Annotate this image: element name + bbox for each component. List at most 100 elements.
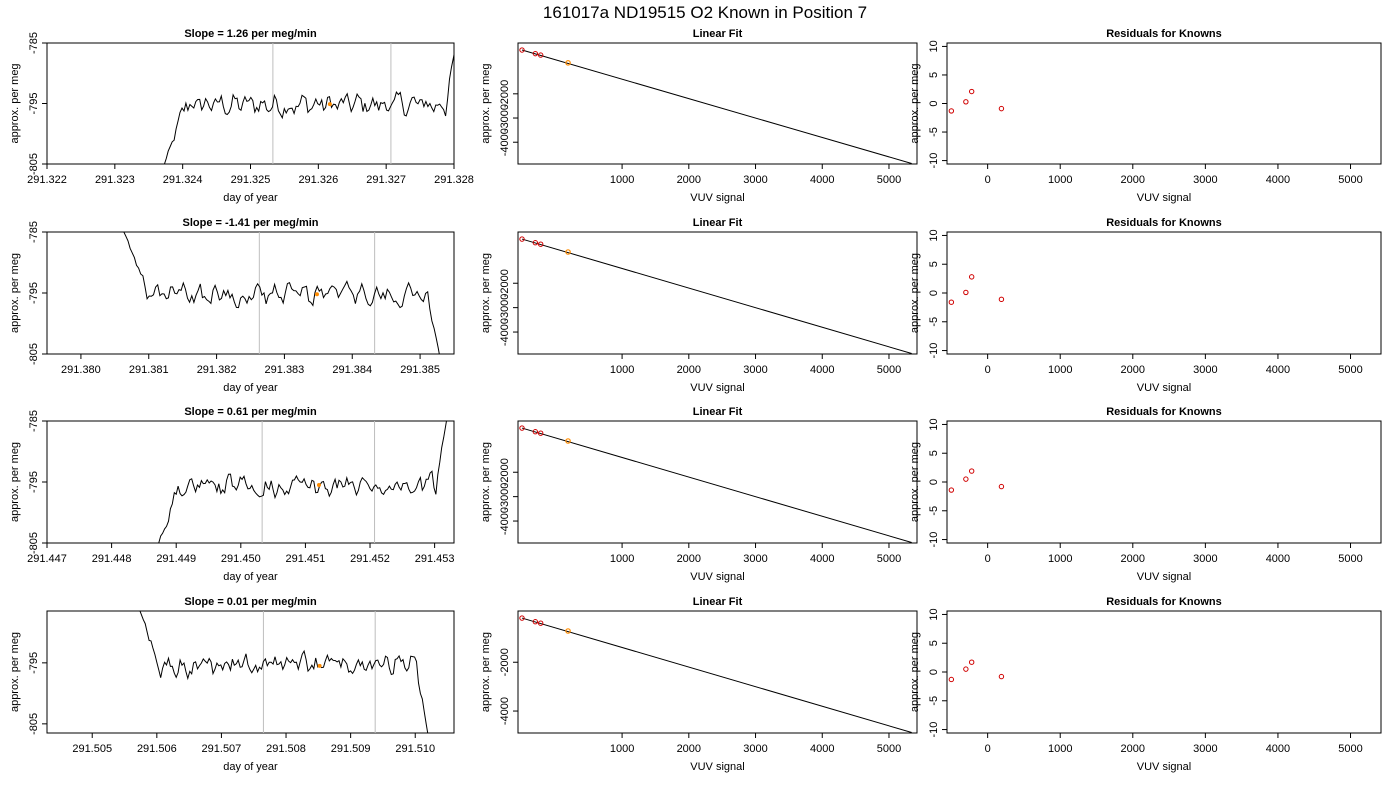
x-tick-label: 4000 <box>810 553 834 565</box>
x-tick-label: 3000 <box>1193 553 1217 565</box>
panel-2-1: Slope = -1.41 per meg/min 291.380 291.381 2… <box>9 217 455 394</box>
known-point <box>537 430 544 436</box>
y-tick-label: 5 <box>928 450 940 456</box>
x-axis-label: VUV signal <box>690 192 744 204</box>
x-tick-label: 291.509 <box>331 743 371 755</box>
plot-area <box>163 43 454 164</box>
x-tick-label: 291.507 <box>202 743 242 755</box>
plot-frame <box>46 610 455 734</box>
y-axis-label: approx. per meg <box>909 632 921 712</box>
x-tick-label: 4000 <box>1266 174 1290 186</box>
x-tick-label: 291.453 <box>415 553 455 565</box>
residual-point <box>963 666 969 672</box>
residual-point <box>998 483 1005 490</box>
x-tick-label: 1000 <box>1048 364 1072 376</box>
plot-frame <box>946 42 1382 165</box>
x-tick-label: 2000 <box>677 174 701 186</box>
panel-title: Slope = 0.01 per meg/min <box>184 596 317 608</box>
known-point <box>532 429 539 435</box>
y-tick-label: -795 <box>28 471 40 493</box>
x-axis-label: VUV signal <box>1137 192 1191 204</box>
y-tick-label: -2000 <box>499 80 511 108</box>
residual-point <box>998 296 1005 303</box>
panel-4-1: Slope = 0.01 per meg/min 291.505 291.506 29… <box>9 596 455 773</box>
y-tick-label: -805 <box>28 532 40 554</box>
y-tick-label: 10 <box>928 608 940 620</box>
y-tick-label: 0 <box>928 669 940 675</box>
x-tick-label: 3000 <box>1193 174 1217 186</box>
sample-point <box>565 60 571 66</box>
y-tick-label: -2000 <box>499 458 511 486</box>
x-tick-label: 2000 <box>677 364 701 376</box>
x-tick-label: 4000 <box>1266 364 1290 376</box>
y-tick-label: 5 <box>928 640 940 646</box>
y-tick-label: 5 <box>928 261 940 267</box>
residual-point <box>968 659 975 665</box>
x-tick-label: 1000 <box>1048 553 1072 565</box>
y-tick-label: -795 <box>28 92 40 114</box>
y-tick-label: -785 <box>28 410 40 432</box>
y-axis-label: approx. per meg <box>480 63 492 143</box>
plot-area <box>948 274 1005 305</box>
plot-frame <box>946 610 1382 734</box>
residual-point <box>963 289 969 296</box>
known-point <box>519 47 525 53</box>
known-point <box>532 240 539 246</box>
highlight-marker <box>317 663 322 668</box>
y-tick-label: -5 <box>928 127 940 137</box>
residual-point <box>948 487 955 493</box>
plot-frame <box>517 231 918 355</box>
plot-frame <box>946 231 1382 355</box>
signal-trace <box>139 611 429 733</box>
x-tick-label: 291.506 <box>137 743 177 755</box>
x-tick-label: 5000 <box>1338 743 1362 755</box>
x-tick-label: 4000 <box>810 174 834 186</box>
x-tick-label: 291.324 <box>163 174 203 186</box>
x-tick-label: 291.452 <box>350 553 390 565</box>
x-axis-label: VUV signal <box>1137 761 1191 773</box>
plot-frame <box>46 420 455 544</box>
x-axis-label: day of year <box>223 571 278 583</box>
plot-area <box>948 659 1005 683</box>
panel-title: Linear Fit <box>693 406 743 418</box>
x-tick-label: 291.384 <box>332 364 372 376</box>
x-tick-label: 291.448 <box>92 553 132 565</box>
x-axis-label: VUV signal <box>1137 382 1191 394</box>
residual-point <box>998 105 1005 112</box>
residual-point <box>963 476 969 482</box>
x-tick-label: 2000 <box>1121 364 1145 376</box>
signal-trace <box>163 51 454 164</box>
x-tick-label: 0 <box>985 743 991 755</box>
sample-point <box>565 438 571 444</box>
x-tick-label: 2000 <box>1121 174 1145 186</box>
x-tick-label: 0 <box>985 174 991 186</box>
x-tick-label: 3000 <box>743 743 767 755</box>
known-point <box>532 619 539 625</box>
x-tick-label: 291.450 <box>221 553 261 565</box>
plot-frame <box>946 420 1382 544</box>
x-tick-label: 2000 <box>1121 743 1145 755</box>
y-axis-label: approx. per meg <box>9 632 21 712</box>
x-tick-label: 291.505 <box>72 743 112 755</box>
residual-point <box>963 99 969 105</box>
known-point <box>537 620 544 626</box>
plot-area <box>519 236 912 354</box>
figure-title: 161017a ND19515 O2 Known in Position 7 <box>543 3 867 22</box>
x-axis-label: VUV signal <box>1137 571 1191 583</box>
x-axis-label: VUV signal <box>690 571 744 583</box>
residual-point <box>968 468 975 474</box>
plot-area <box>139 611 429 733</box>
known-point <box>519 236 525 242</box>
x-tick-label: 4000 <box>810 743 834 755</box>
x-axis-label: day of year <box>223 382 278 394</box>
residual-point <box>968 88 975 95</box>
panel-title: Linear Fit <box>693 28 743 40</box>
y-tick-label: -4000 <box>499 697 511 725</box>
panel-title: Slope = -1.41 per meg/min <box>182 217 318 229</box>
residual-point <box>948 108 955 114</box>
x-tick-label: 4000 <box>1266 553 1290 565</box>
x-tick-label: 3000 <box>743 553 767 565</box>
y-tick-label: -805 <box>28 343 40 365</box>
x-tick-label: 291.447 <box>27 553 67 565</box>
panel-title: Residuals for Knowns <box>1106 28 1222 40</box>
